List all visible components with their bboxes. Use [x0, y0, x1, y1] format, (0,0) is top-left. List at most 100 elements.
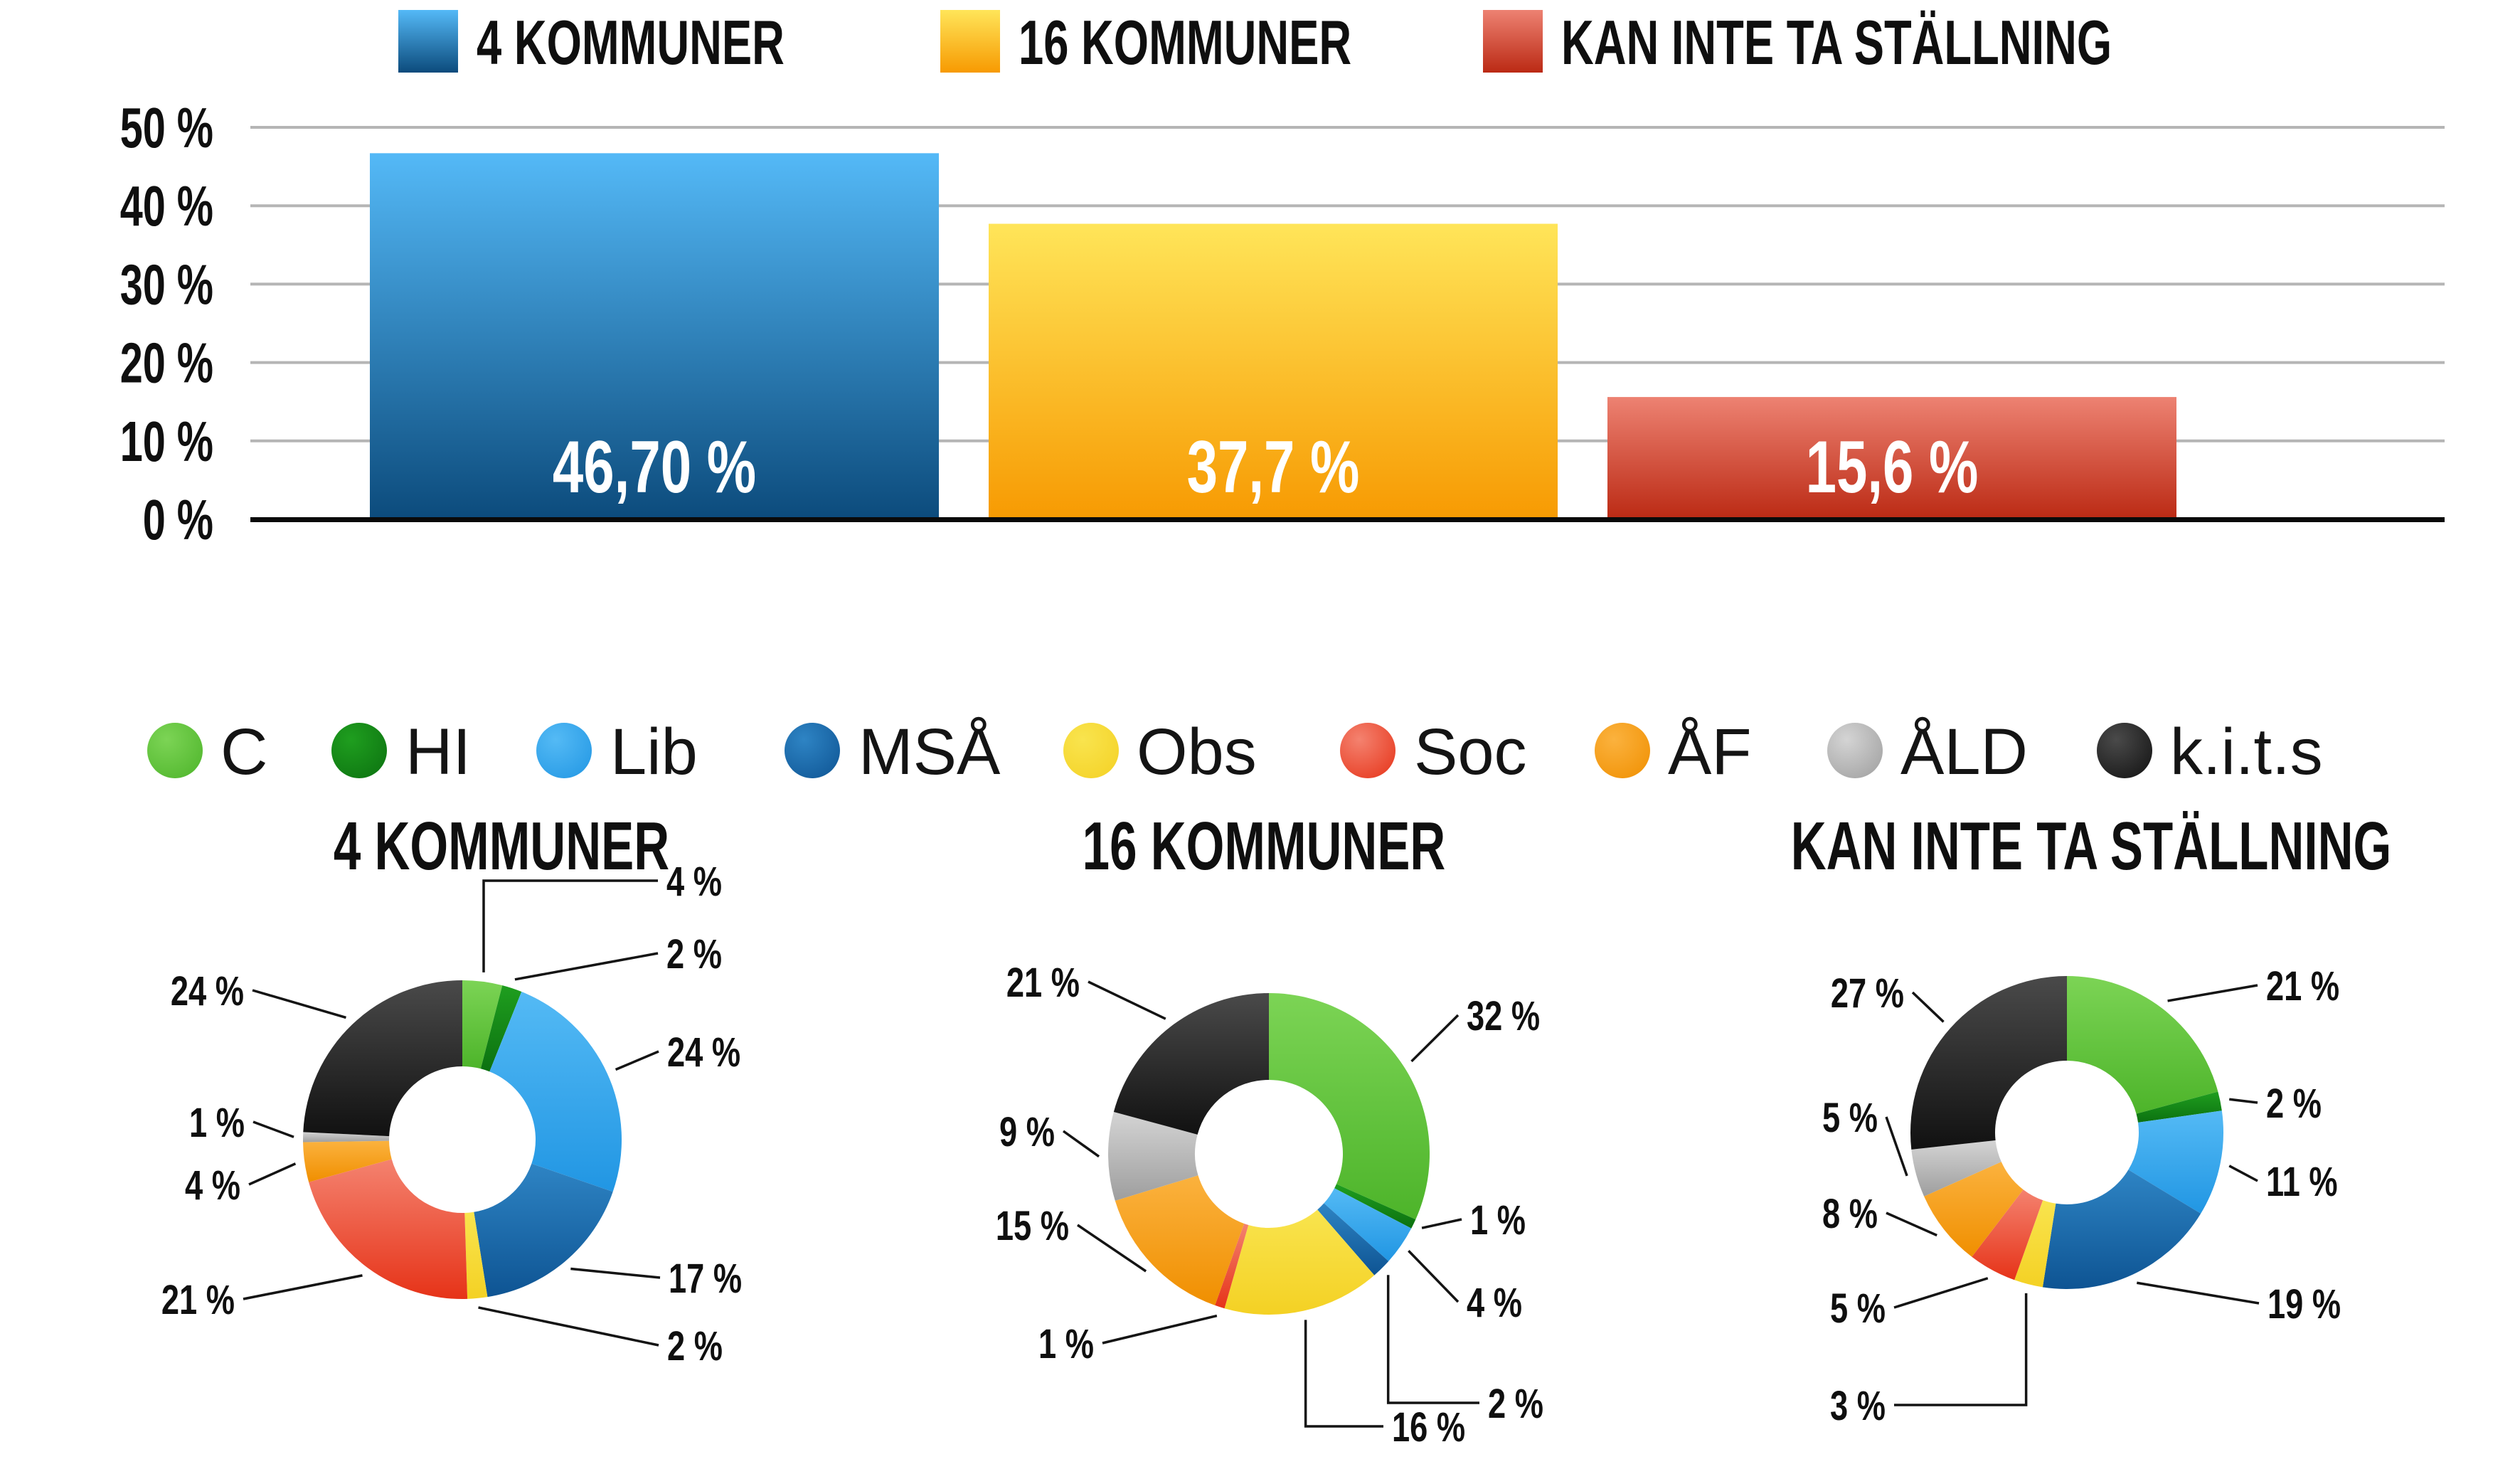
donut-segment-lib: [489, 992, 622, 1192]
donut-segment-kits: [1910, 976, 2067, 1150]
donut-segment-ald: [303, 1132, 390, 1142]
donut-segment-soc: [1215, 1223, 1249, 1309]
donut-percentage-label: 2 %: [1488, 1382, 1543, 1428]
label-leader-line: [1893, 1277, 1989, 1309]
party-legend-item-kits: k.i.t.s: [2097, 716, 2323, 788]
donut-title: KAN INTE TA STÄLLNING: [1791, 807, 2392, 884]
party-color-dot: [147, 723, 203, 778]
donut-title: 4 KOMMUNER: [334, 807, 669, 884]
label-leader-line: [570, 1267, 661, 1279]
donut-segment-hi: [1334, 1184, 1416, 1229]
party-legend: C HI Lib MSÅ Obs Soc ÅF ÅLD k.i.t.s: [147, 716, 2323, 788]
bar-value-label: 15,6 %: [1806, 426, 1979, 508]
donut-segment-lib: [2128, 1110, 2223, 1214]
donut-percentage-label: 9 %: [999, 1110, 1055, 1156]
donut-segment-c: [2067, 976, 2218, 1114]
donut-percentage-label: 32 %: [1467, 994, 1540, 1040]
label-leader-line: [1062, 1130, 1100, 1158]
label-leader-line: [243, 1274, 363, 1300]
donut-title: 16 KOMMUNER: [1083, 807, 1446, 884]
donut-segment-c: [1269, 993, 1430, 1220]
party-label: C: [220, 716, 267, 788]
y-axis-tick-label: 30 %: [120, 253, 213, 317]
party-label: HI: [405, 716, 471, 788]
bar-16-kommuner: [989, 223, 1558, 519]
donut-segment-kits: [1113, 993, 1269, 1135]
donut-segment-af: [1924, 1162, 2024, 1257]
donut-percentage-label: 24 %: [171, 969, 244, 1015]
donut-segment-obs: [464, 1211, 488, 1299]
donut-percentage-label: 17 %: [669, 1256, 742, 1303]
label-leader-line: [252, 989, 346, 1019]
donut-percentage-label: 2 %: [666, 932, 722, 978]
label-leader-line: [2229, 1098, 2258, 1104]
party-color-dot: [331, 723, 387, 778]
label-leader-line: [1386, 1275, 1479, 1404]
donut-percentage-label: 1 %: [1470, 1198, 1526, 1244]
donut-percentage-label: 2 %: [2266, 1081, 2322, 1128]
party-label: Obs: [1137, 716, 1257, 788]
label-leader-line: [2136, 1281, 2260, 1305]
label-leader-line: [2228, 1165, 2258, 1182]
label-leader-line: [1408, 1250, 1460, 1303]
legend-item-label: 16 KOMMUNER: [1019, 9, 1351, 78]
donut-chart-16-kommuner: 16 KOMMUNER 32 % 1 % 4 % 2 % 16 % 1 % 15 % 9 % 21…: [996, 807, 1543, 1451]
label-leader-line: [1885, 1116, 1908, 1177]
donut-segment-msa: [474, 1163, 613, 1298]
donut-segment-msa: [1317, 1203, 1389, 1276]
donut-percentage-label: 21 %: [1006, 960, 1080, 1007]
donut-percentage-label: 4 %: [185, 1163, 240, 1209]
legend-swatch-icon: [1483, 10, 1543, 73]
donut-segment-ald: [1108, 1111, 1198, 1201]
party-color-dot: [1063, 723, 1119, 778]
label-leader-line: [1102, 1314, 1218, 1345]
y-axis-tick-label: 50 %: [120, 96, 213, 160]
donut-segment-obs: [2014, 1200, 2056, 1288]
y-axis-tick-label: 10 %: [120, 409, 213, 473]
bar-value-label: 46,70 %: [553, 426, 756, 508]
donut-percentage-label: 1 %: [189, 1101, 245, 1147]
donut-segment-obs: [1224, 1209, 1375, 1315]
bar-value-label: 37,7 %: [1187, 426, 1360, 508]
donut-percentage-label: 19 %: [2268, 1282, 2341, 1328]
donut-chart-kan-inte-ta-stallning: KAN INTE TA STÄLLNING 21 % 2 % 11 % 19 % 3 % 5…: [1791, 807, 2392, 1430]
label-leader-line: [615, 1050, 659, 1071]
legend-item-label: 4 KOMMUNER: [477, 9, 785, 78]
legend-swatch-icon: [398, 10, 458, 73]
donut-percentage-label: 4 %: [1467, 1281, 1522, 1327]
label-leader-line: [248, 1162, 297, 1186]
donut-percentage-label: 3 %: [1830, 1384, 1886, 1430]
donut-percentage-label: 5 %: [1822, 1096, 1878, 1142]
label-leader-line: [514, 952, 659, 981]
label-leader-line: [1077, 1224, 1147, 1273]
donut-percentage-label: 21 %: [161, 1278, 235, 1324]
party-label: ÅLD: [1900, 716, 2028, 788]
party-label: Lib: [610, 716, 698, 788]
label-leader-line: [1088, 980, 1166, 1020]
party-legend-item-af: ÅF: [1595, 716, 1752, 788]
donut-percentage-label: 4 %: [666, 859, 722, 906]
label-leader-line: [1886, 1211, 1937, 1237]
donut-percentage-label: 16 %: [1392, 1405, 1465, 1451]
label-leader-line: [1911, 991, 1945, 1023]
label-leader-line: [1894, 1293, 2028, 1406]
bar-4-kommuner: [370, 153, 939, 520]
label-leader-line: [1410, 1014, 1460, 1063]
party-label: Soc: [1414, 716, 1527, 788]
party-label: MSÅ: [858, 716, 1001, 788]
donut-segment-c: [462, 980, 503, 1069]
donut-segment-msa: [2042, 1170, 2201, 1290]
label-leader-line: [1421, 1218, 1462, 1229]
label-leader-line: [478, 1306, 659, 1347]
label-leader-line: [482, 879, 658, 972]
party-legend-item-c: C: [147, 716, 267, 788]
legend-item-4-kommuner: 4 KOMMUNER: [398, 9, 785, 78]
donut-percentage-label: 5 %: [1830, 1286, 1886, 1332]
chart-legend: 4 KOMMUNER 16 KOMMUNER KAN INTE TA STÄLLNI…: [398, 9, 2112, 78]
donut-percentage-label: 15 %: [996, 1204, 1069, 1250]
donut-segment-af: [1115, 1175, 1245, 1305]
donut-segment-kits: [303, 980, 462, 1137]
